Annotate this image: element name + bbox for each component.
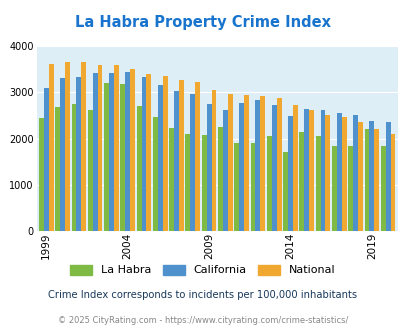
Bar xyxy=(179,80,183,231)
Bar xyxy=(136,106,141,231)
Bar xyxy=(162,76,167,231)
Legend: La Habra, California, National: La Habra, California, National xyxy=(70,265,335,275)
Bar xyxy=(250,143,255,231)
Bar xyxy=(222,110,227,231)
Bar xyxy=(227,94,232,231)
Bar xyxy=(49,64,53,231)
Bar xyxy=(195,82,200,231)
Bar xyxy=(87,110,92,231)
Bar xyxy=(141,77,146,231)
Bar xyxy=(217,127,222,231)
Bar xyxy=(380,147,385,231)
Bar xyxy=(352,115,357,231)
Bar xyxy=(292,105,297,231)
Bar xyxy=(185,134,190,231)
Text: La Habra Property Crime Index: La Habra Property Crime Index xyxy=(75,15,330,30)
Bar xyxy=(373,129,378,231)
Bar xyxy=(60,78,65,231)
Bar xyxy=(158,85,162,231)
Bar xyxy=(320,110,325,231)
Text: Crime Index corresponds to incidents per 100,000 inhabitants: Crime Index corresponds to incidents per… xyxy=(48,290,357,300)
Bar xyxy=(169,128,174,231)
Bar xyxy=(76,77,81,231)
Bar xyxy=(341,117,346,231)
Bar xyxy=(146,74,151,231)
Bar xyxy=(357,122,362,231)
Bar xyxy=(331,146,336,231)
Bar xyxy=(385,122,390,231)
Bar xyxy=(65,62,70,231)
Bar xyxy=(44,88,49,231)
Bar xyxy=(92,73,97,231)
Bar xyxy=(276,98,281,231)
Bar xyxy=(271,105,276,231)
Text: © 2025 CityRating.com - https://www.cityrating.com/crime-statistics/: © 2025 CityRating.com - https://www.city… xyxy=(58,316,347,325)
Bar xyxy=(104,83,109,231)
Bar xyxy=(55,107,60,231)
Bar xyxy=(243,95,248,231)
Bar xyxy=(303,110,309,231)
Bar xyxy=(282,151,287,231)
Bar xyxy=(206,104,211,231)
Bar xyxy=(130,69,135,231)
Bar xyxy=(239,104,243,231)
Bar xyxy=(364,129,369,231)
Bar xyxy=(97,65,102,231)
Bar xyxy=(211,90,216,231)
Bar xyxy=(153,117,158,231)
Bar xyxy=(234,143,239,231)
Bar xyxy=(315,136,320,231)
Bar xyxy=(71,104,76,231)
Bar xyxy=(120,83,125,231)
Bar xyxy=(81,62,86,231)
Bar xyxy=(109,73,113,231)
Bar xyxy=(113,65,118,231)
Bar xyxy=(174,91,179,231)
Bar xyxy=(336,113,341,231)
Bar xyxy=(266,136,271,231)
Bar xyxy=(287,116,292,231)
Bar xyxy=(390,134,394,231)
Bar xyxy=(325,115,330,231)
Bar xyxy=(255,100,260,231)
Bar xyxy=(298,132,303,231)
Bar xyxy=(190,94,195,231)
Bar xyxy=(260,96,264,231)
Bar xyxy=(39,118,44,231)
Bar xyxy=(125,72,130,231)
Bar xyxy=(309,111,313,231)
Bar xyxy=(369,121,373,231)
Bar xyxy=(201,135,206,231)
Bar xyxy=(347,147,352,231)
